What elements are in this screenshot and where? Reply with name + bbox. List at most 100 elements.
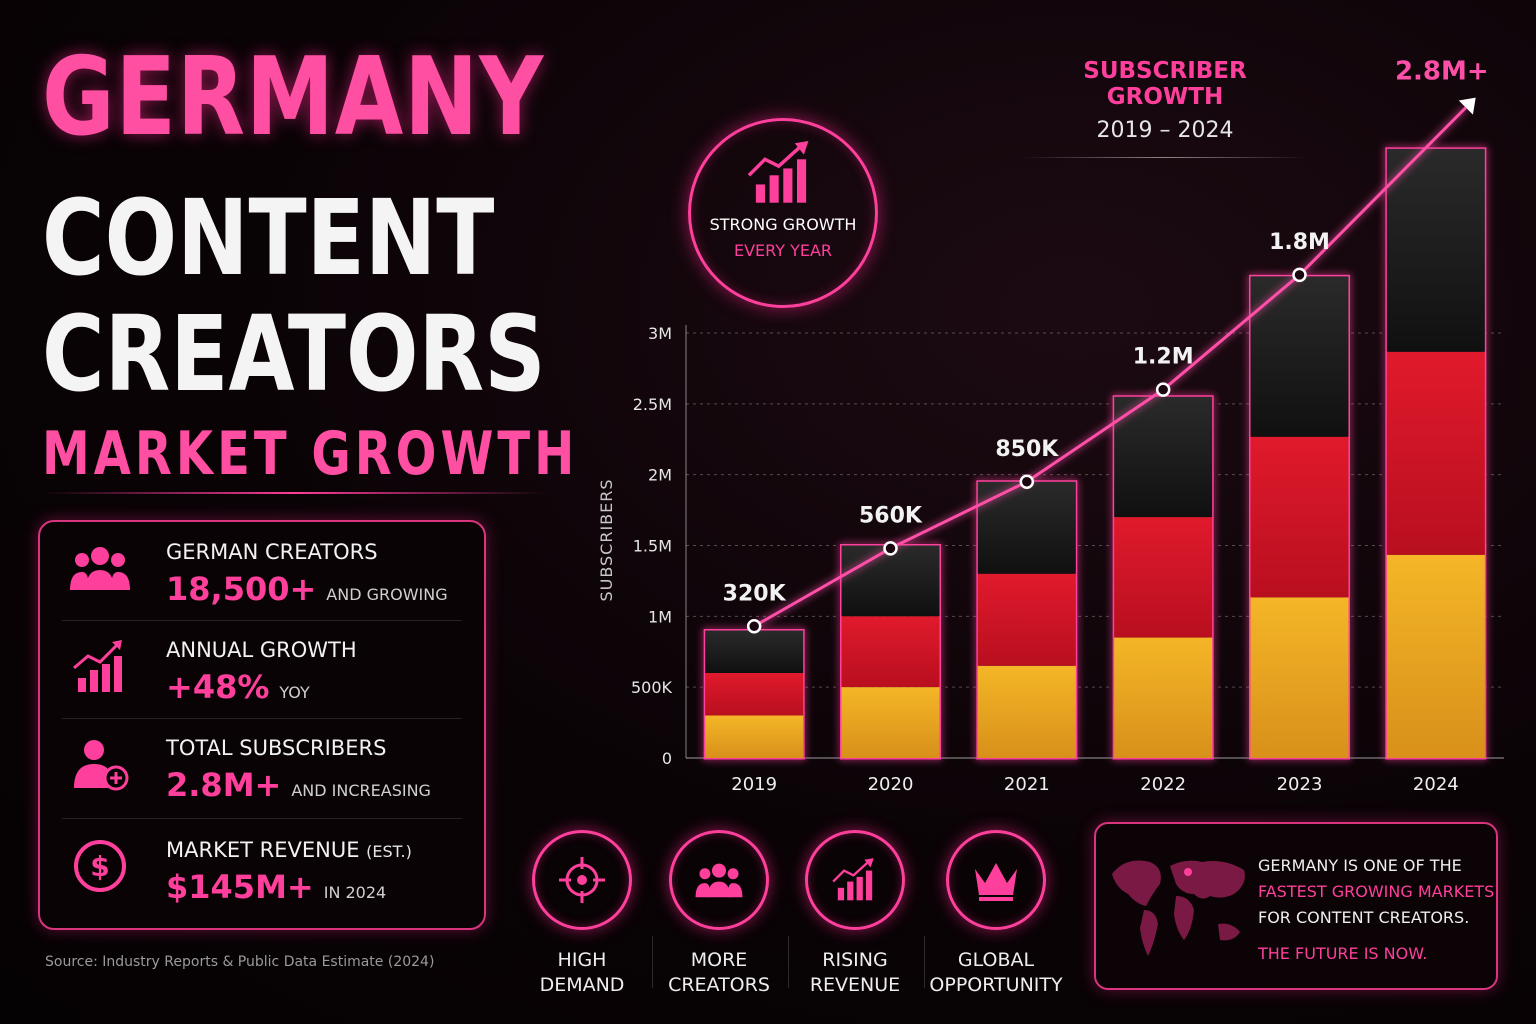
crown-icon bbox=[975, 863, 1017, 901]
trend-point bbox=[1292, 267, 1307, 283]
people-icon bbox=[70, 547, 130, 590]
stat-total-subscribers: TOTAL SUBSCRIBERS 2.8M+ AND INCREASING bbox=[40, 718, 484, 814]
bar-red-stripe bbox=[1250, 436, 1349, 598]
add-user-icon bbox=[74, 740, 129, 791]
world-map-icon bbox=[1112, 860, 1245, 956]
feature-ring bbox=[532, 830, 632, 930]
callout-line3: FOR CONTENT CREATORS. bbox=[1258, 908, 1470, 927]
badge-line1: STRONG GROWTH bbox=[709, 215, 857, 234]
feature-high-demand: HIGH DEMAND bbox=[518, 830, 646, 998]
bar-gold-stripe bbox=[977, 665, 1076, 758]
x-tick-label: 2023 bbox=[1277, 774, 1323, 795]
y-tick-label: 3M bbox=[648, 324, 672, 343]
svg-text:$: $ bbox=[90, 850, 109, 883]
growth-chart-icon bbox=[747, 141, 809, 203]
stat-value: 2.8M+ AND INCREASING bbox=[166, 766, 431, 804]
feature-ring bbox=[946, 830, 1046, 930]
feature-label: GLOBAL OPPORTUNITY bbox=[929, 949, 1063, 996]
feature-label: MORE CREATORS bbox=[668, 949, 770, 996]
strong-growth-badge: STRONG GROWTH EVERY YEAR bbox=[688, 118, 878, 308]
stat-market-revenue: $ MARKET REVENUE (EST.) $145M+ IN 2024 bbox=[40, 820, 484, 916]
y-tick-label: 500K bbox=[631, 678, 673, 697]
stat-german-creators: GERMAN CREATORS 18,500+ AND GROWING bbox=[40, 522, 484, 618]
bar-black-stripe bbox=[841, 545, 940, 617]
stat-label: MARKET REVENUE (EST.) bbox=[166, 838, 412, 862]
feature-divider bbox=[788, 936, 789, 988]
stats-panel: GERMAN CREATORS 18,500+ AND GROWING ANNUA… bbox=[38, 520, 486, 930]
bar-red-stripe bbox=[977, 573, 1076, 666]
callout-line1: GERMANY IS ONE OF THE bbox=[1258, 856, 1462, 875]
target-icon bbox=[559, 857, 605, 903]
bar-black-stripe bbox=[1114, 396, 1213, 518]
bar-gold-stripe bbox=[841, 687, 940, 758]
stat-value: +48% YOY bbox=[166, 668, 310, 706]
stat-label: TOTAL SUBSCRIBERS bbox=[166, 736, 387, 760]
trend-point bbox=[1155, 382, 1171, 397]
feature-rising-revenue: RISING REVENUE bbox=[791, 830, 919, 998]
x-tick-label: 2022 bbox=[1140, 774, 1186, 795]
y-tick-label: 1M bbox=[648, 607, 672, 626]
trend-point bbox=[1019, 474, 1035, 489]
subscriber-growth-chart: 0 500K 1M 1.5M 2M 2.5M 3M SUBSCRIBERS 2019 2020 20… bbox=[597, 56, 1489, 795]
feature-global-opportunity: GLOBAL OPPORTUNITY bbox=[927, 830, 1065, 998]
bar-black-stripe bbox=[977, 481, 1076, 574]
chart-subtitle: 2019 – 2024 bbox=[1096, 118, 1234, 143]
title-content: CONTENT bbox=[42, 177, 495, 299]
trend-point bbox=[883, 541, 898, 556]
trend-point bbox=[746, 619, 762, 634]
bar-gold-stripe bbox=[1386, 554, 1485, 758]
y-tick-label: 0 bbox=[662, 749, 672, 768]
feature-ring bbox=[669, 830, 769, 930]
divider bbox=[62, 620, 462, 621]
growth-chart-icon bbox=[832, 858, 874, 901]
bar-red-stripe bbox=[1114, 517, 1213, 638]
growth-chart-icon bbox=[73, 640, 122, 692]
feature-ring bbox=[805, 830, 905, 930]
bar-red-stripe bbox=[841, 616, 940, 688]
people-icon bbox=[695, 863, 743, 898]
x-tick-label: 2024 bbox=[1413, 774, 1459, 795]
x-tick-label: 2021 bbox=[1004, 774, 1050, 795]
trend-arrowhead bbox=[1458, 97, 1476, 115]
bar-gold-stripe bbox=[1114, 637, 1213, 758]
y-tick-label: 2M bbox=[648, 466, 672, 485]
stat-label: GERMAN CREATORS bbox=[166, 540, 378, 564]
bar-gold-stripe bbox=[1250, 597, 1349, 758]
chart-title: SUBSCRIBER GROWTH bbox=[1083, 58, 1247, 110]
callout-line2: FASTEST GROWING MARKETS bbox=[1258, 882, 1495, 901]
data-label: 560K bbox=[859, 503, 923, 528]
bar-black-stripe bbox=[1250, 276, 1349, 437]
bar-black-stripe bbox=[705, 630, 804, 673]
x-tick-label: 2019 bbox=[731, 774, 777, 795]
source-note: Source: Industry Reports & Public Data E… bbox=[45, 954, 435, 970]
y-axis-label: SUBSCRIBERS bbox=[597, 478, 616, 601]
bar-red-stripe bbox=[1386, 351, 1485, 555]
stat-label: ANNUAL GROWTH bbox=[166, 638, 357, 662]
dollar-icon: $ bbox=[74, 840, 126, 892]
stat-annual-growth: ANNUAL GROWTH +48% YOY bbox=[40, 620, 484, 716]
feature-divider bbox=[652, 936, 653, 988]
y-tick-label: 1.5M bbox=[633, 537, 672, 556]
bar-gold-stripe bbox=[705, 715, 804, 758]
title-market-growth: MARKET GROWTH bbox=[42, 419, 579, 489]
future-callout: GERMANY IS ONE OF THE FASTEST GROWING MA… bbox=[1094, 822, 1498, 990]
divider bbox=[62, 718, 462, 719]
stat-value: $145M+ IN 2024 bbox=[166, 868, 387, 906]
data-label: 2.8M+ bbox=[1395, 57, 1489, 87]
bar-red-stripe bbox=[705, 673, 804, 716]
bar-black-stripe bbox=[1386, 148, 1485, 352]
data-label: 320K bbox=[723, 581, 787, 606]
title-divider bbox=[42, 492, 548, 494]
title-creators: CREATORS bbox=[42, 293, 546, 415]
chart-header-rule bbox=[1022, 157, 1308, 158]
feature-more-creators: MORE CREATORS bbox=[655, 830, 783, 998]
feature-label: HIGH DEMAND bbox=[539, 949, 625, 996]
trend-line bbox=[753, 106, 1467, 628]
feature-label: RISING REVENUE bbox=[809, 949, 901, 996]
data-label: 850K bbox=[995, 437, 1059, 462]
y-tick-label: 2.5M bbox=[633, 395, 672, 414]
chart-header: SUBSCRIBER GROWTH 2019 – 2024 bbox=[1022, 58, 1308, 158]
x-tick-label: 2020 bbox=[868, 774, 914, 795]
data-label: 1.2M bbox=[1133, 345, 1194, 370]
stat-value: 18,500+ AND GROWING bbox=[166, 570, 448, 608]
